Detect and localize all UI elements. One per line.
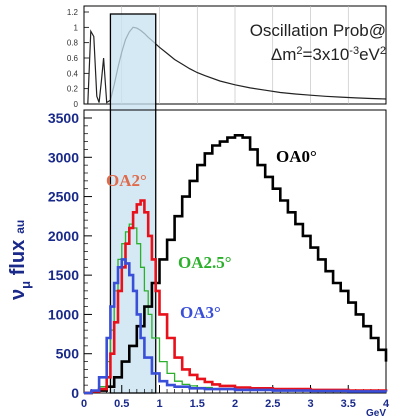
oscillation-y-tick-label: 1 [74, 23, 79, 32]
flux-y-tick-label: 2000 [48, 228, 79, 244]
flux-y-tick-label: 1500 [48, 267, 79, 283]
flux-y-tick-label: 500 [56, 346, 80, 362]
flux-x-tick-label: 0.5 [114, 398, 129, 410]
flux-y-axis-title: νμ fluxau [7, 220, 33, 300]
flux-x-tick-label: 0 [81, 398, 87, 410]
flux-panel: 0 500 1000 1500 2000 2500 3000 3500 0 0.5 1 1.5 2 2.… [7, 13, 390, 418]
oscillation-y-tick-label: 0.6 [67, 54, 79, 63]
oscillation-y-ticks: 0 0.2 0.4 0.6 0.8 1 1.2 [67, 8, 89, 109]
oscillation-y-tick-label: 0.4 [67, 69, 79, 78]
flux-y-tick-label: 3500 [48, 110, 79, 126]
label-oa2-5: OA2.5° [178, 253, 232, 272]
flux-y-tick-label: 1000 [48, 306, 79, 322]
series-oa0-line [84, 134, 388, 395]
flux-x-tick-label: 4 [383, 398, 390, 410]
flux-y-tick-label: 2500 [48, 189, 79, 205]
x-axis-unit: GeV [366, 408, 386, 418]
series-oa2-line [84, 199, 388, 395]
flux-y-ticks: 0 500 1000 1500 2000 2500 3000 3500 [48, 110, 92, 401]
flux-x-tick-label: 3 [307, 398, 313, 410]
flux-x-tick-label: 2 [232, 398, 238, 410]
flux-x-tick-label: 3.5 [341, 398, 356, 410]
oscillation-y-tick-label: 0.8 [67, 39, 79, 48]
label-oa2: OA2° [106, 171, 147, 190]
flux-series [84, 134, 388, 395]
highlight-band [109, 13, 157, 394]
oscillation-title: Oscillation Prob@ [250, 21, 386, 40]
label-oa0: OA0° [276, 147, 317, 166]
flux-x-tick-label: 1.5 [190, 398, 205, 410]
oscillation-y-tick-label: 0 [74, 100, 79, 109]
flux-y-tick-label: 3000 [48, 149, 79, 165]
label-oa3: OA3° [180, 303, 221, 322]
flux-y-tick-label: 0 [71, 385, 79, 401]
series-oa3-line [84, 258, 388, 395]
flux-x-ticks: 0 0.5 1 1.5 2 2.5 3 3.5 4 [81, 385, 390, 410]
oscillation-subtitle: Δm2=3x10-3eV2 [271, 45, 386, 64]
flux-x-tick-label: 1 [156, 398, 162, 410]
oscillation-y-tick-label: 1.2 [67, 8, 79, 17]
flux-x-tick-label: 2.5 [265, 398, 280, 410]
oscillation-y-tick-label: 0.2 [67, 85, 79, 94]
